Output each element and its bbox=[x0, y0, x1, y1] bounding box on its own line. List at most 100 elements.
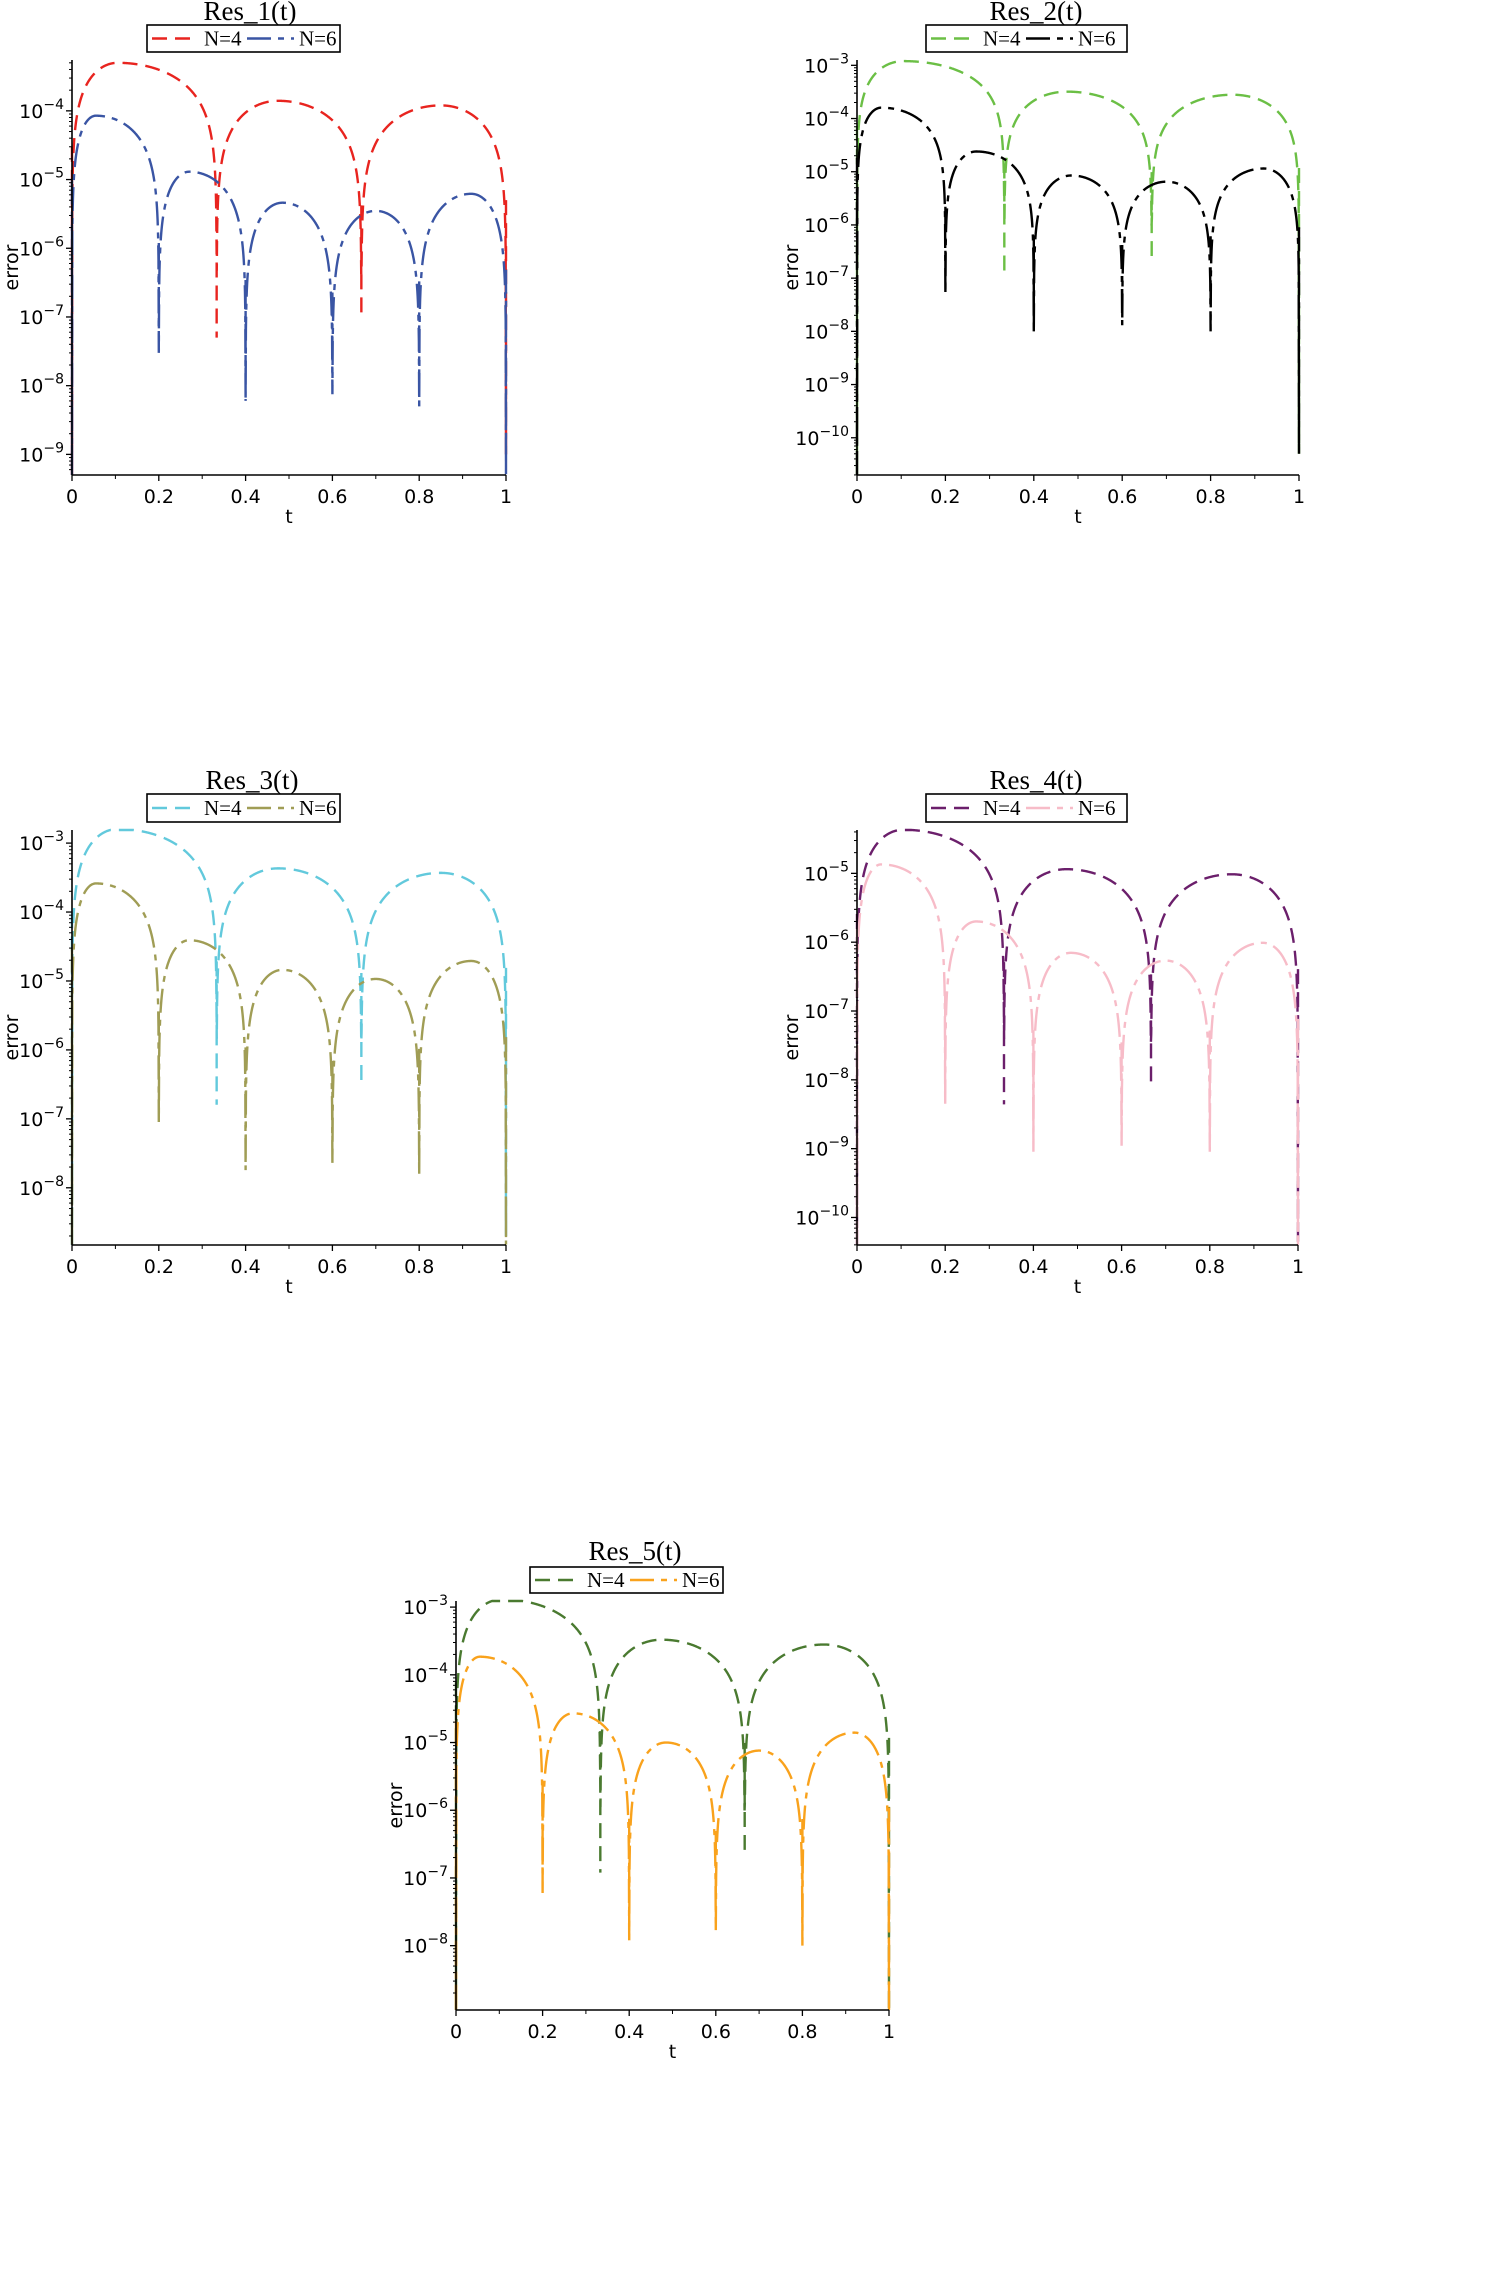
x-tick-label: 0.8 bbox=[404, 486, 434, 508]
series-line-N=4 bbox=[454, 1599, 891, 2011]
chart-title: Res_5(t) bbox=[589, 1536, 682, 1566]
y-tick-label: 10−9 bbox=[19, 440, 64, 466]
legend: N=4 N=6 bbox=[146, 24, 341, 53]
x-axis-label: t bbox=[1074, 1276, 1081, 1298]
legend-label: N=4 bbox=[204, 27, 242, 51]
y-tick-label: 10−8 bbox=[19, 1174, 64, 1200]
chart-panel-1: Res_1(t)N=4 N=6 0 0.2 0.4 0.6 0.8 1 10−4 10−5 10−6… bbox=[1, 0, 512, 528]
series-line-N=4 bbox=[855, 59, 1301, 475]
y-tick-label: 10−4 bbox=[19, 898, 64, 924]
x-tick-label: 1 bbox=[1292, 1256, 1304, 1278]
legend-label: N=4 bbox=[983, 27, 1021, 51]
legend-label: N=4 bbox=[587, 1568, 625, 1592]
x-tick-label: 0.2 bbox=[527, 2021, 557, 2043]
x-tick-label: 0.2 bbox=[930, 1256, 960, 1278]
series-line-N=4 bbox=[855, 828, 1300, 1245]
x-tick-label: 1 bbox=[500, 486, 512, 508]
legend-label: N=4 bbox=[204, 796, 242, 820]
x-tick-label: 0.4 bbox=[1019, 486, 1049, 508]
x-tick-label: 0.2 bbox=[144, 486, 174, 508]
y-tick-label: 10−4 bbox=[403, 1661, 448, 1687]
y-tick-label: 10−5 bbox=[19, 967, 64, 993]
y-tick-label: 10−10 bbox=[795, 1203, 849, 1229]
x-tick-label: 0 bbox=[66, 486, 78, 508]
series-line-N=6 bbox=[855, 863, 1300, 1245]
x-tick-label: 0.8 bbox=[787, 2021, 817, 2043]
legend-label: N=6 bbox=[299, 27, 337, 51]
chart-title: Res_4(t) bbox=[990, 765, 1083, 795]
x-tick-label: 0.8 bbox=[1195, 486, 1225, 508]
legend-label: N=4 bbox=[983, 796, 1021, 820]
y-tick-label: 10−5 bbox=[403, 1729, 448, 1755]
y-tick-label: 10−3 bbox=[804, 51, 849, 77]
x-tick-label: 0.6 bbox=[701, 2021, 731, 2043]
chart-title: Res_3(t) bbox=[206, 765, 299, 795]
legend-label: N=6 bbox=[682, 1568, 720, 1592]
y-tick-label: 10−6 bbox=[19, 234, 64, 260]
x-tick-label: 0 bbox=[851, 1256, 863, 1278]
legend-label: N=6 bbox=[1078, 796, 1116, 820]
y-axis-label: error bbox=[781, 1014, 803, 1060]
series-line-N=4 bbox=[70, 61, 508, 476]
x-tick-label: 0 bbox=[450, 2021, 462, 2043]
x-tick-label: 0.4 bbox=[230, 1256, 260, 1278]
y-tick-label: 10−7 bbox=[804, 264, 849, 290]
y-tick-label: 10−7 bbox=[19, 1105, 64, 1131]
legend: N=4 N=6 bbox=[529, 1566, 724, 1594]
x-tick-label: 0.4 bbox=[614, 2021, 644, 2043]
legend-box bbox=[529, 1566, 724, 1594]
y-tick-label: 10−3 bbox=[19, 829, 64, 855]
y-tick-label: 10−8 bbox=[804, 1066, 849, 1092]
y-tick-label: 10−4 bbox=[804, 105, 849, 131]
x-tick-label: 0.4 bbox=[1018, 1256, 1048, 1278]
chart-panel-2: Res_2(t)N=4 N=6 0 0.2 0.4 0.6 0.8 1 10−3 10−4 10−5… bbox=[781, 0, 1305, 528]
chart-title: Res_2(t) bbox=[990, 0, 1083, 26]
series-line-N=6 bbox=[855, 106, 1301, 475]
y-tick-label: 10−6 bbox=[403, 1796, 448, 1822]
y-tick-label: 10−9 bbox=[804, 1135, 849, 1161]
y-tick-label: 10−5 bbox=[19, 166, 64, 192]
y-tick-label: 10−6 bbox=[19, 1036, 64, 1062]
y-tick-label: 10−7 bbox=[804, 997, 849, 1023]
series-line-N=6 bbox=[70, 114, 508, 476]
chart-title: Res_1(t) bbox=[204, 0, 297, 26]
series-line-N=6 bbox=[70, 882, 508, 1245]
x-axis-label: t bbox=[285, 506, 292, 528]
y-tick-label: 10−8 bbox=[403, 1932, 448, 1958]
y-axis-label: error bbox=[385, 1782, 407, 1828]
x-tick-label: 0.6 bbox=[317, 1256, 347, 1278]
y-tick-label: 10−9 bbox=[804, 371, 849, 397]
chart-panel-3: Res_3(t)N=4 N=6 0 0.2 0.4 0.6 0.8 1 10−3 10−4 10−5… bbox=[1, 765, 512, 1298]
x-tick-label: 0 bbox=[66, 1256, 78, 1278]
legend: N=4 N=6 bbox=[925, 793, 1128, 823]
y-tick-label: 10−7 bbox=[19, 303, 64, 329]
x-axis-label: t bbox=[669, 2041, 676, 2063]
x-tick-label: 0.6 bbox=[1107, 486, 1137, 508]
x-tick-label: 1 bbox=[500, 1256, 512, 1278]
y-axis-label: error bbox=[1, 244, 23, 290]
y-tick-label: 10−8 bbox=[19, 372, 64, 398]
x-tick-label: 0.2 bbox=[144, 1256, 174, 1278]
x-tick-label: 1 bbox=[883, 2021, 895, 2043]
x-tick-label: 0.8 bbox=[404, 1256, 434, 1278]
y-tick-label: 10−6 bbox=[804, 928, 849, 954]
x-tick-label: 0.6 bbox=[1106, 1256, 1136, 1278]
x-tick-label: 0.8 bbox=[1195, 1256, 1225, 1278]
legend-label: N=6 bbox=[299, 796, 337, 820]
y-tick-label: 10−6 bbox=[804, 211, 849, 237]
chart-panel-4: Res_4(t)N=4 N=6 0 0.2 0.4 0.6 0.8 1 10−5 10−6 10−7… bbox=[781, 765, 1304, 1298]
legend: N=4 N=6 bbox=[146, 793, 341, 823]
y-tick-label: 10−5 bbox=[804, 859, 849, 885]
x-tick-label: 0 bbox=[851, 486, 863, 508]
y-tick-label: 10−10 bbox=[795, 424, 849, 450]
legend: N=4 N=6 bbox=[925, 24, 1128, 53]
y-tick-label: 10−3 bbox=[403, 1593, 448, 1619]
x-axis-label: t bbox=[1074, 506, 1081, 528]
x-tick-label: 1 bbox=[1293, 486, 1305, 508]
x-tick-label: 0.6 bbox=[317, 486, 347, 508]
y-tick-label: 10−4 bbox=[19, 97, 64, 123]
series-line-N=6 bbox=[454, 1655, 891, 2011]
y-tick-label: 10−7 bbox=[403, 1864, 448, 1890]
